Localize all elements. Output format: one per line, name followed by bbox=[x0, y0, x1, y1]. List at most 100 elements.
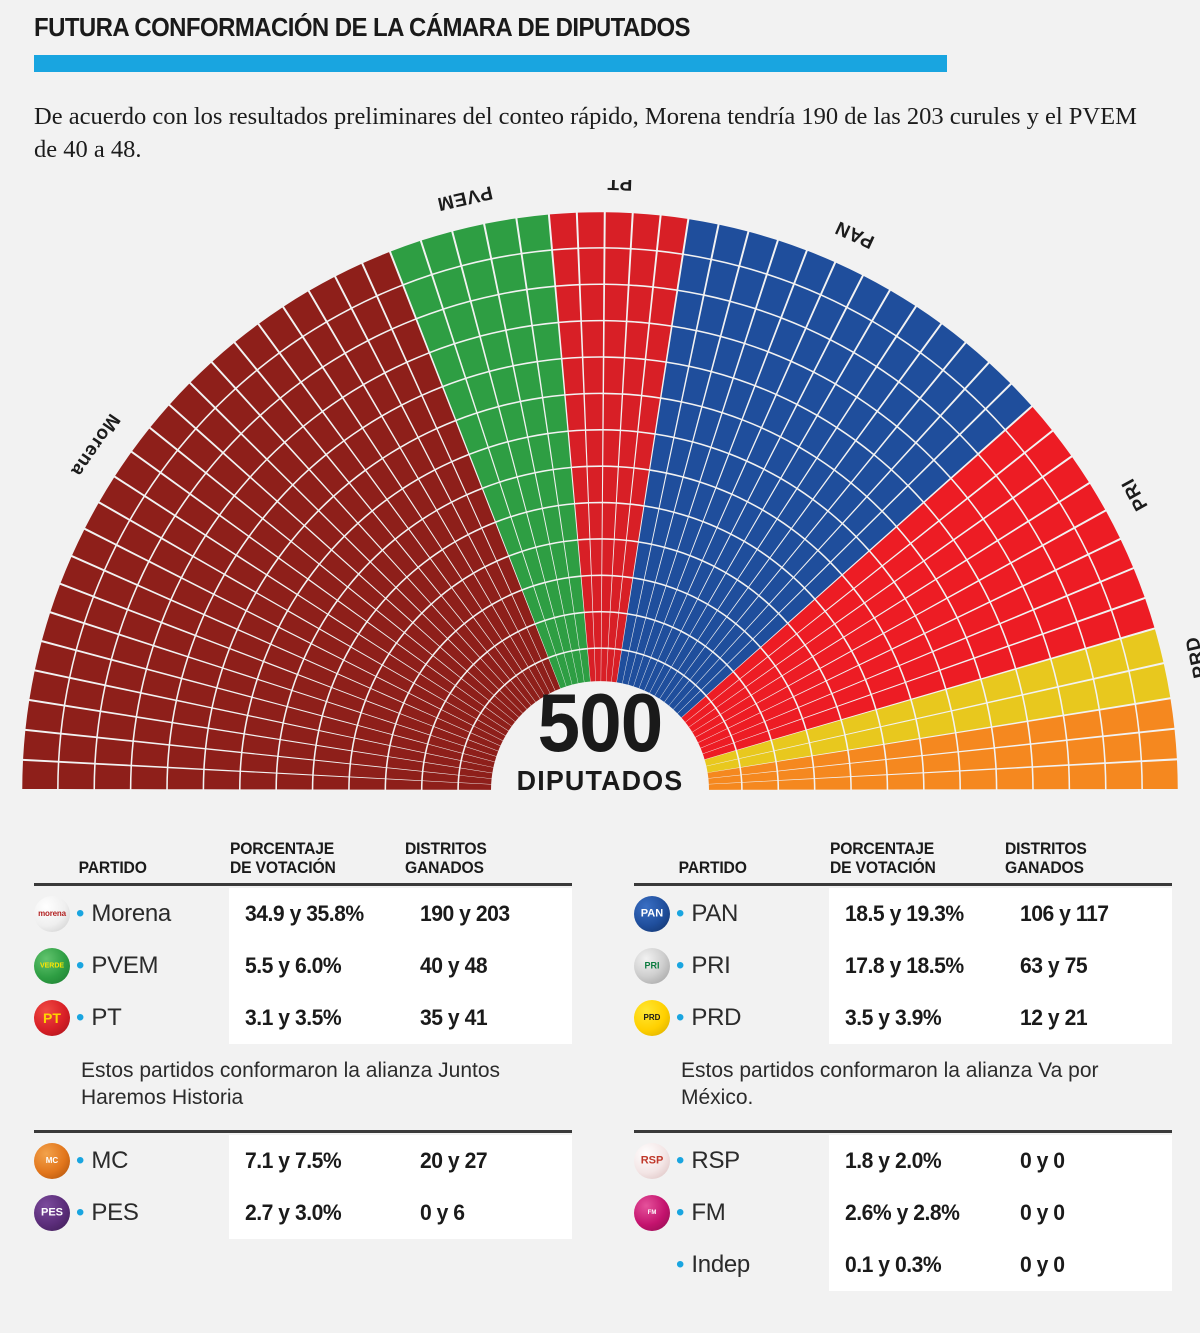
seat-cell bbox=[878, 383, 919, 426]
seat-cell bbox=[206, 516, 248, 555]
seat-cell bbox=[505, 680, 533, 712]
seat-cell bbox=[866, 666, 905, 694]
seat-cell bbox=[769, 578, 804, 613]
bullet-icon: • bbox=[76, 952, 85, 979]
cell-districts: 20 y 27 bbox=[404, 1135, 573, 1187]
seat-cell bbox=[577, 212, 604, 248]
cell-percentage: 7.1 y 7.5% bbox=[228, 1135, 405, 1187]
seat-cell bbox=[734, 648, 768, 679]
seat-cell bbox=[984, 499, 1028, 540]
seat-cell bbox=[106, 660, 146, 692]
seat-cell bbox=[1031, 741, 1068, 767]
cell-party: PES • PES bbox=[34, 1195, 229, 1231]
col-header-percentage-2: PORCENTAJE DE VOTACIÓN bbox=[830, 840, 996, 878]
seat-cell bbox=[799, 694, 836, 719]
seat-cell bbox=[807, 295, 846, 339]
right-table-rows: PAN • PAN 18.5 y 19.3% 106 y 117 PRI • PRI 17.8 … bbox=[634, 888, 1173, 1044]
center-disc bbox=[491, 681, 709, 790]
cell-districts: 106 y 117 bbox=[1004, 888, 1173, 940]
seat-cell bbox=[698, 736, 734, 755]
pes-logo: PES bbox=[34, 1195, 70, 1231]
seat-cell bbox=[706, 672, 739, 702]
seat-cell bbox=[821, 262, 862, 307]
seat-cell bbox=[278, 486, 318, 525]
seat-cell bbox=[466, 372, 498, 413]
cell-party: PRI • PRI bbox=[634, 948, 829, 984]
seat-cell bbox=[182, 657, 222, 687]
seat-cell bbox=[471, 726, 506, 747]
seat-cell bbox=[1129, 664, 1171, 703]
seat-cell bbox=[1014, 478, 1059, 521]
party-name: PES bbox=[91, 1199, 139, 1226]
seat-cell bbox=[638, 396, 660, 434]
seat-cell bbox=[414, 674, 450, 701]
seat-cell bbox=[711, 679, 745, 708]
seat-cell bbox=[867, 470, 907, 511]
seat-cell bbox=[343, 385, 381, 427]
seat-cell bbox=[700, 743, 736, 761]
seat-cell bbox=[149, 539, 192, 577]
seat-cell bbox=[944, 343, 989, 388]
seat-cell bbox=[826, 589, 864, 624]
seat-cell bbox=[1139, 729, 1177, 761]
seat-cell bbox=[865, 582, 905, 618]
seat-cell bbox=[298, 580, 337, 614]
seat-cell bbox=[85, 503, 129, 544]
fm-logo-text: FM bbox=[647, 1210, 657, 1216]
seat-cell bbox=[689, 331, 720, 371]
seat-cell bbox=[794, 551, 830, 588]
seat-cell bbox=[170, 383, 215, 428]
seat-cell bbox=[352, 738, 390, 757]
table-row: MC • MC 7.1 y 7.5% 20 y 27 bbox=[34, 1135, 573, 1187]
seat-cell bbox=[792, 500, 827, 539]
seat-cell bbox=[182, 557, 224, 594]
seat-cell bbox=[924, 479, 967, 520]
seat-cell bbox=[578, 539, 591, 576]
seat-cell bbox=[527, 624, 548, 660]
seat-cell bbox=[474, 719, 508, 742]
seat-cell bbox=[277, 756, 314, 775]
seat-cell bbox=[925, 618, 966, 651]
seat-cell bbox=[119, 610, 161, 645]
seat-cell bbox=[510, 632, 535, 667]
seat-cell bbox=[646, 324, 671, 362]
seat-cell bbox=[881, 719, 919, 744]
seat-cell bbox=[499, 402, 527, 441]
seat-cell bbox=[548, 432, 571, 469]
seat-cell bbox=[421, 231, 461, 274]
seat-cell bbox=[814, 763, 850, 779]
seat-cell bbox=[204, 749, 241, 771]
seat-cell bbox=[857, 367, 898, 411]
seat-cell bbox=[396, 529, 430, 567]
hemicycle-chart: MorenaPVEMPTPANPRIPRDMC 500 DIPUTADOS bbox=[0, 180, 1200, 830]
seat-cell bbox=[261, 399, 303, 442]
seat-cell bbox=[251, 460, 292, 501]
seat-cell bbox=[968, 476, 1012, 518]
seat-cell bbox=[458, 782, 494, 790]
seat-cell bbox=[899, 652, 939, 682]
seat-cell bbox=[565, 394, 585, 431]
seat-cell bbox=[371, 551, 406, 587]
seat-cell bbox=[681, 599, 707, 635]
seat-cell bbox=[700, 448, 729, 487]
seat-cell bbox=[137, 693, 176, 722]
seat-cell bbox=[702, 750, 738, 767]
seat-cell bbox=[509, 552, 533, 590]
left-alliance-note: Estos partidos conformaron la alianza Ju… bbox=[81, 1059, 501, 1109]
party-arc-label-pan: PAN bbox=[832, 216, 878, 252]
seat-cell bbox=[313, 760, 350, 777]
seat-cell bbox=[352, 297, 391, 340]
seat-cell bbox=[61, 706, 100, 737]
seat-cell bbox=[794, 681, 831, 707]
seat-cell bbox=[756, 275, 793, 317]
seat-cell bbox=[422, 387, 455, 428]
seat-cell bbox=[741, 771, 778, 783]
seat-cell bbox=[428, 735, 465, 753]
seat-cell bbox=[522, 548, 545, 586]
seat-cell bbox=[549, 212, 578, 250]
seat-cell bbox=[940, 659, 980, 689]
seat-cell bbox=[386, 779, 422, 790]
seat-cell bbox=[545, 618, 564, 655]
seat-cell bbox=[461, 753, 498, 768]
seat-cell bbox=[369, 330, 406, 372]
